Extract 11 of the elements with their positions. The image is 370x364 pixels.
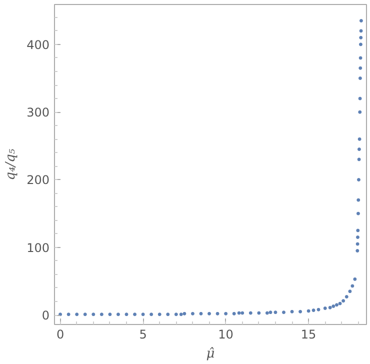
y-tick-label: 400 xyxy=(26,38,50,52)
y-tick-label: 200 xyxy=(26,173,50,188)
x-tick-label: 0 xyxy=(56,328,64,342)
x-tick-label: 10 xyxy=(218,328,234,342)
x-tick-label: 5 xyxy=(139,328,147,342)
y-tick-label: 300 xyxy=(26,106,50,120)
y-tick-label: 100 xyxy=(26,240,50,255)
y-axis-title: q₄/q₅ xyxy=(4,148,19,180)
y-tick-label: 0 xyxy=(42,308,50,323)
x-axis-title: μ̂ xyxy=(206,346,215,362)
x-tick-label: 15 xyxy=(300,328,316,342)
